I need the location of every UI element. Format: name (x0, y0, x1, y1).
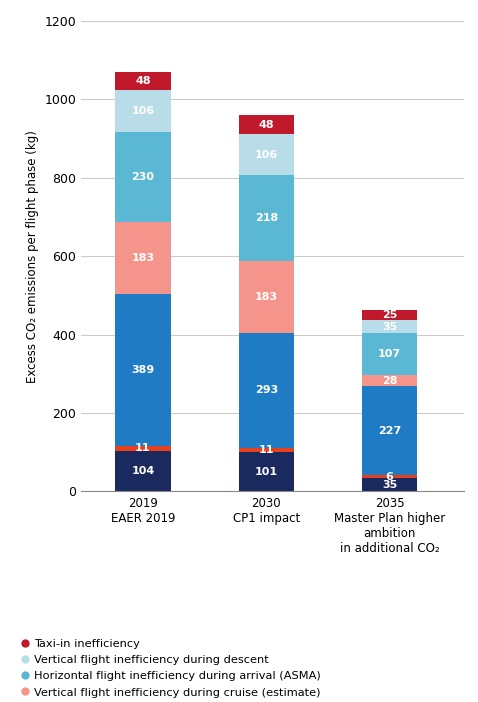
Text: 28: 28 (382, 376, 397, 386)
Text: 183: 183 (131, 253, 154, 263)
Bar (115, 294, 171, 446)
Bar (115, 72, 171, 91)
Text: 218: 218 (255, 213, 278, 223)
Bar (239, 176, 294, 261)
Bar (115, 222, 171, 294)
Text: 293: 293 (255, 385, 278, 395)
Text: 101: 101 (255, 467, 278, 477)
Text: 11: 11 (135, 444, 151, 453)
Text: 35: 35 (382, 479, 397, 489)
Text: 35: 35 (382, 322, 397, 331)
Text: 107: 107 (378, 350, 401, 359)
Bar (362, 319, 417, 333)
Bar (239, 134, 294, 176)
Text: 230: 230 (131, 172, 154, 182)
Bar (362, 386, 417, 475)
Text: 6: 6 (386, 472, 393, 482)
Bar (362, 310, 417, 319)
Bar (362, 475, 417, 477)
Bar (115, 132, 171, 222)
Bar (239, 333, 294, 447)
Bar (239, 261, 294, 333)
Bar (239, 452, 294, 491)
Bar (362, 333, 417, 376)
Text: 48: 48 (135, 76, 151, 86)
Bar (362, 376, 417, 386)
Text: 389: 389 (131, 365, 154, 375)
Text: 11: 11 (259, 444, 274, 455)
Text: 48: 48 (259, 119, 274, 130)
Bar (239, 115, 294, 134)
Text: 104: 104 (131, 466, 154, 476)
Text: 183: 183 (255, 292, 278, 302)
Bar (115, 91, 171, 132)
Text: 25: 25 (382, 310, 397, 320)
Bar (239, 447, 294, 452)
Text: 227: 227 (378, 426, 401, 436)
Legend: Taxi-in inefficiency, Vertical flight inefficiency during descent, Horizontal fl: Taxi-in inefficiency, Vertical flight in… (22, 638, 321, 702)
Bar (362, 477, 417, 491)
Text: 106: 106 (255, 150, 278, 160)
Bar (115, 446, 171, 451)
Text: 106: 106 (131, 106, 154, 117)
Y-axis label: Excess CO₂ emissions per flight phase (kg): Excess CO₂ emissions per flight phase (k… (26, 130, 39, 383)
Bar (115, 451, 171, 491)
